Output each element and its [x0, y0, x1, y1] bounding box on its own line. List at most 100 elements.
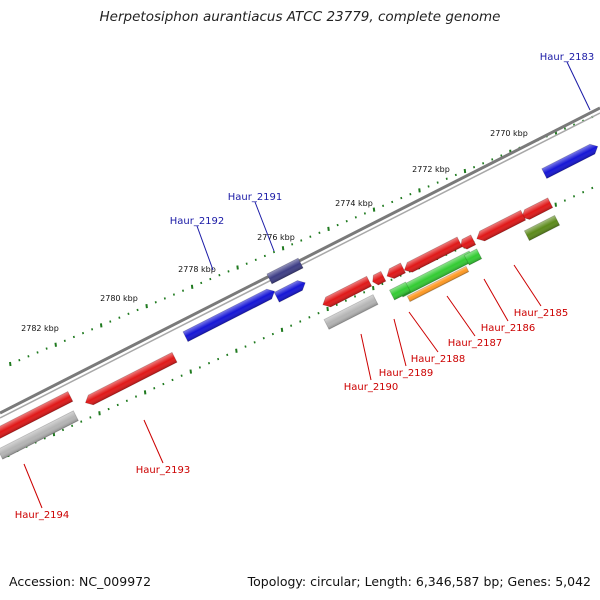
scale-tick-outer: [327, 226, 330, 232]
gene-label: Haur_2188: [411, 354, 466, 365]
scale-tick-outer: [272, 250, 275, 254]
scale-tick-inner: [162, 382, 165, 386]
genome-summary-text: Topology: circular; Length: 6,346,587 bp…: [247, 574, 591, 589]
gene-label: Haur_2185: [514, 308, 569, 319]
scale-tick-outer: [227, 270, 230, 273]
gene-outline: [406, 265, 470, 303]
scale-tick-outer: [81, 331, 85, 335]
gene-arrow-haur-2186: [476, 209, 527, 242]
scale-tick-outer: [427, 185, 430, 188]
leader-line: [566, 61, 591, 111]
map-title: Herpetosiphon aurantiacus ATCC 23779, co…: [99, 9, 501, 25]
gene-shading: [464, 248, 482, 266]
scale-tick-outer: [99, 323, 103, 328]
scale-tick-inner: [98, 411, 101, 416]
scale-tick-outer: [209, 277, 212, 281]
scale-tick-inner: [299, 320, 302, 323]
scale-tick-inner: [591, 186, 594, 190]
scale-tick-outer: [54, 342, 57, 347]
gene-shading: [0, 391, 73, 442]
scale-label: 2776 kbp: [257, 233, 295, 242]
scale-tick-inner: [253, 341, 256, 344]
gene-outline: [266, 257, 304, 285]
gene-label: Haur_2192: [170, 216, 225, 227]
scale-tick-outer: [218, 274, 221, 277]
gene-label: Haur_2193: [136, 465, 191, 476]
gene-outline: [388, 281, 412, 301]
scale-tick-inner: [198, 366, 201, 369]
leader-line: [408, 311, 439, 353]
leader-line: [143, 419, 164, 464]
leader-line: [23, 463, 43, 509]
gene-labels: Haur_2183 Haur_2191 Haur_2192 Haur_2185 Haur…: [15, 52, 595, 521]
gene-shading: [541, 144, 598, 179]
scale-tick-inner: [143, 390, 147, 395]
gene-outline: [521, 197, 554, 220]
scale-tick-outer: [136, 308, 139, 312]
gene-arrow-haur-2185: [521, 197, 554, 220]
scale-tick-outer: [300, 239, 303, 242]
scale-tick-inner: [344, 299, 347, 302]
leader-line: [513, 264, 542, 307]
gene-arrow-haur-2183: [541, 143, 599, 180]
scale-tick-outer: [491, 158, 494, 161]
scale-tick-inner: [226, 353, 229, 357]
scale-tick-outer: [127, 312, 130, 316]
gene-shading: [182, 289, 275, 342]
scale-tick-outer: [172, 293, 175, 296]
gene-outline: [182, 288, 276, 343]
scale-tick-inner: [61, 428, 65, 432]
scale-tick-outer: [391, 200, 394, 204]
scale-tick-outer: [63, 339, 66, 343]
gene-label: Haur_2186: [481, 323, 536, 334]
scale-tick-inner: [335, 303, 338, 307]
scale-tick-outer: [400, 196, 403, 200]
scale-tick-outer: [182, 289, 185, 292]
gene-outline: [0, 410, 79, 460]
scale-tick-outer: [409, 192, 412, 196]
gene-shading: [274, 280, 306, 303]
gene-outline: [386, 262, 407, 279]
gene-outline: [84, 351, 178, 406]
scale-tick-inner: [372, 286, 375, 291]
gene-shading: [476, 210, 526, 241]
leader-line: [446, 295, 476, 337]
scale-tick-inner: [572, 195, 576, 198]
gene-shading: [0, 410, 79, 460]
scale-tick-outer: [445, 177, 448, 180]
gene-shading: [397, 250, 475, 298]
gene-arrow-gray: [323, 294, 379, 330]
scale-tick-inner: [363, 291, 366, 294]
scale-tick-outer: [436, 181, 439, 184]
scale-label: 2780 kbp: [100, 294, 138, 303]
scale-tick-inner: [353, 295, 357, 298]
gene-outline: [523, 214, 561, 242]
gene-label: Haur_2183: [540, 52, 595, 63]
scale-tick-outer: [563, 127, 566, 130]
scale-tick-outer: [482, 162, 485, 165]
scale-tick-outer: [500, 154, 503, 157]
scale-tick-inner: [217, 357, 220, 361]
scale-tick-outer: [309, 235, 312, 238]
scale-tick-outer: [245, 262, 248, 265]
accession-text: Accession: NC_009972: [9, 574, 152, 589]
gene-arrow-haur-2191b: [273, 280, 306, 303]
scale-tick-outer: [18, 358, 21, 362]
gene-outline: [372, 270, 387, 286]
scale-label: 2772 kbp: [412, 165, 450, 174]
gene-shading: [324, 294, 378, 330]
gene-shading: [266, 258, 304, 284]
gene-arrow-haur-2187a: [460, 234, 477, 250]
gene-arrow-haur-2190: [322, 275, 373, 308]
gene-shading: [322, 276, 372, 307]
gene-arrow-haur-2187: [403, 236, 463, 273]
gene-outline: [460, 234, 477, 250]
gene-outline: [403, 236, 463, 273]
scale-tick-outer: [36, 351, 39, 354]
leader-line: [360, 333, 372, 381]
scale-tick-outer: [263, 254, 266, 258]
scale-label: 2770 kbp: [490, 129, 528, 138]
scale-tick-inner: [189, 369, 192, 374]
scale-tick-outer: [336, 223, 339, 227]
